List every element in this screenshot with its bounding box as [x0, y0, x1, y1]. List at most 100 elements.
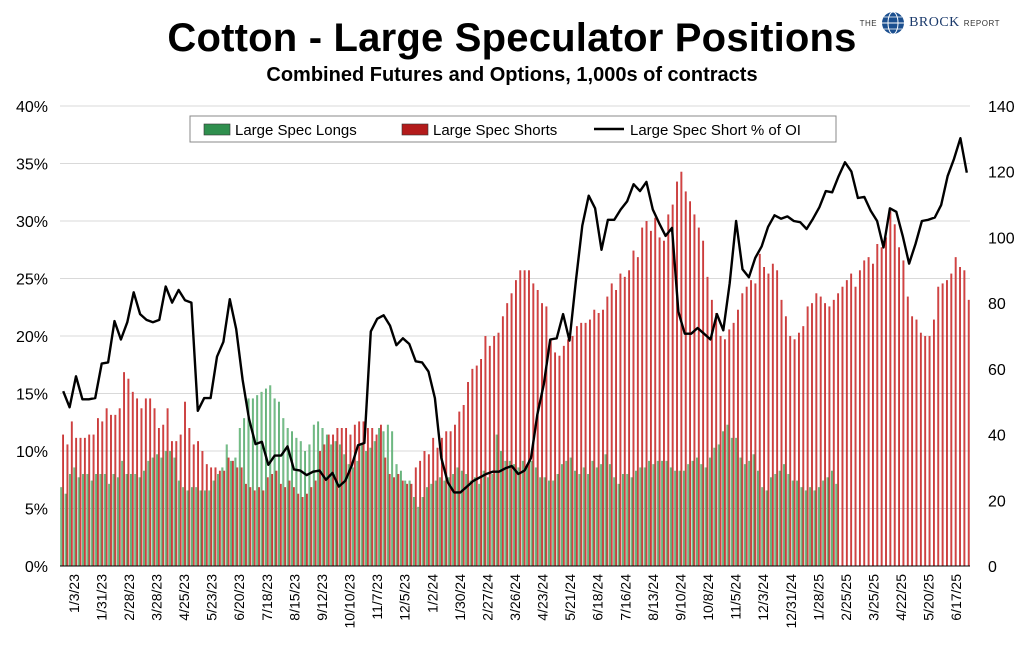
y-right-tick-label: 80	[988, 296, 1006, 313]
x-tick-label: 6/20/23	[231, 574, 247, 621]
logo-the-text: THE	[859, 18, 878, 28]
short-bar	[902, 260, 905, 566]
long-bar	[273, 398, 276, 566]
short-bar	[628, 270, 631, 566]
long-bar	[487, 477, 489, 566]
short-bar	[353, 424, 356, 566]
long-bar	[208, 490, 211, 566]
long-bar	[508, 460, 511, 566]
logo-brock-text: BROCK	[909, 15, 960, 30]
long-bar	[95, 474, 98, 566]
short-bar	[292, 487, 295, 566]
short-bar	[319, 451, 321, 566]
long-bar	[482, 470, 485, 566]
short-bar	[284, 487, 287, 566]
brock-report-logo: THE BROCK REPORT	[860, 10, 1000, 36]
short-bar	[83, 437, 86, 566]
short-bar	[271, 474, 274, 566]
short-bar	[366, 428, 369, 566]
short-bar	[558, 355, 561, 566]
short-bar	[484, 336, 487, 566]
long-bar	[761, 487, 764, 566]
long-bar	[182, 487, 185, 566]
long-bar	[291, 431, 293, 566]
y-left-tick-label: 5%	[25, 502, 48, 519]
long-bar	[103, 474, 106, 566]
long-bar	[639, 467, 642, 566]
y-right-tick-label: 0	[988, 559, 997, 576]
short-bar	[166, 408, 169, 566]
short-bar	[336, 428, 339, 566]
y-right-tick-label: 140	[988, 99, 1015, 116]
short-bar	[327, 434, 330, 566]
long-bar	[604, 454, 607, 566]
long-bar	[151, 457, 154, 566]
y-left-tick-label: 40%	[16, 99, 48, 116]
short-bar	[906, 296, 909, 566]
long-bar	[391, 431, 394, 566]
short-bar	[536, 290, 539, 566]
long-bar	[173, 457, 176, 566]
long-bar	[408, 480, 411, 566]
y-right-tick-label: 120	[988, 165, 1015, 182]
short-bar	[440, 437, 443, 566]
short-bar	[475, 365, 478, 566]
long-bar	[787, 474, 790, 566]
long-bar	[247, 398, 250, 566]
short-bar	[380, 424, 382, 566]
short-bar	[110, 414, 112, 566]
x-tick-label: 11/7/23	[369, 574, 385, 620]
y-left-tick-label: 30%	[16, 214, 48, 231]
legend-label: Large Spec Short % of OI	[630, 122, 801, 139]
y-left-tick-label: 35%	[16, 157, 48, 174]
short-bar	[767, 273, 770, 566]
short-bar	[880, 247, 883, 567]
short-bar	[828, 306, 831, 566]
short-bar	[114, 414, 117, 566]
short-bar	[506, 303, 509, 566]
long-bar	[626, 474, 629, 566]
long-bar	[269, 385, 272, 566]
long-bar	[86, 474, 89, 566]
long-bar	[587, 474, 590, 566]
long-bar	[447, 477, 450, 566]
long-bar	[308, 444, 311, 566]
short-bar	[175, 441, 178, 566]
short-bar	[258, 487, 260, 566]
short-bar	[301, 497, 304, 566]
long-bar	[112, 474, 115, 566]
long-bar	[682, 470, 685, 566]
short-bar	[728, 329, 731, 566]
long-bar	[752, 454, 755, 566]
long-bar	[804, 490, 807, 566]
short-bar	[197, 441, 199, 566]
long-bar	[186, 490, 189, 566]
short-bar	[192, 444, 195, 566]
long-bar	[60, 487, 63, 566]
short-bar	[436, 447, 439, 566]
long-bar	[426, 487, 428, 566]
long-bar	[465, 474, 468, 566]
short-bar	[127, 378, 130, 566]
short-bar	[288, 480, 291, 566]
short-bar	[227, 457, 230, 566]
short-bar	[205, 464, 208, 566]
long-bar	[713, 447, 716, 566]
short-bar	[240, 467, 243, 566]
long-bar	[796, 480, 799, 566]
short-pct-oi-line	[62, 137, 968, 494]
long-bar	[739, 457, 742, 566]
short-bar	[593, 309, 596, 566]
long-bar	[378, 428, 381, 566]
x-tick-label: 6/17/25	[948, 574, 964, 621]
long-bar	[147, 460, 150, 566]
x-tick-label: 8/13/24	[645, 574, 661, 621]
long-bar	[352, 467, 354, 566]
long-bar	[413, 497, 415, 566]
long-bar	[217, 474, 219, 566]
short-bar	[105, 408, 108, 566]
legend-label: Large Spec Longs	[235, 122, 357, 139]
short-bar	[963, 270, 966, 566]
short-bar	[732, 322, 735, 566]
long-bar	[138, 477, 141, 566]
